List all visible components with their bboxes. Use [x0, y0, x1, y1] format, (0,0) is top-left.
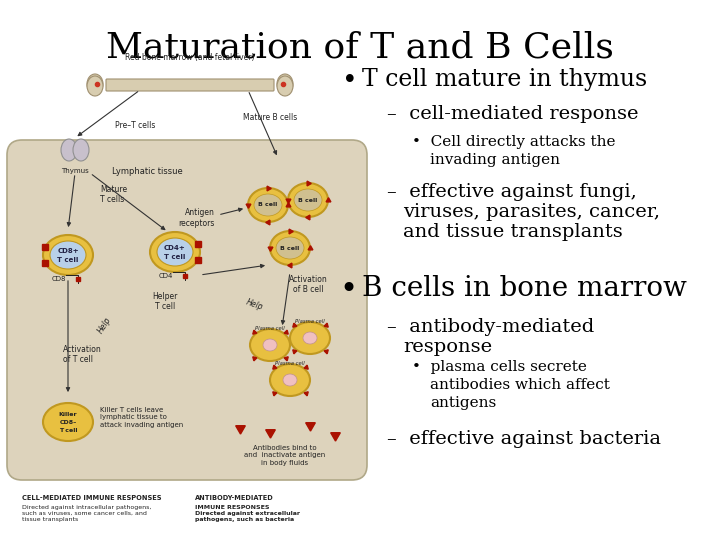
Ellipse shape [61, 139, 77, 161]
Text: antigens: antigens [430, 396, 496, 410]
Ellipse shape [73, 139, 89, 161]
Text: Maturation of T and B Cells: Maturation of T and B Cells [106, 30, 614, 64]
Text: Activation
of T cell: Activation of T cell [63, 345, 102, 364]
Text: Thymus: Thymus [61, 168, 89, 174]
Text: B cells in bone marrow: B cells in bone marrow [362, 275, 687, 302]
Text: Directed against intracellular pathogens,
such as viruses, some cancer cells, an: Directed against intracellular pathogens… [22, 505, 151, 522]
Ellipse shape [276, 237, 304, 259]
Text: B cell: B cell [280, 246, 300, 251]
Ellipse shape [248, 188, 288, 222]
Ellipse shape [277, 76, 293, 96]
Text: invading antigen: invading antigen [430, 153, 560, 167]
Text: •  plasma cells secrete: • plasma cells secrete [412, 360, 587, 374]
Text: •: • [343, 68, 358, 93]
Ellipse shape [87, 76, 103, 96]
Text: Help: Help [96, 315, 114, 335]
Text: Mature
T cells: Mature T cells [100, 185, 127, 205]
Text: Mature B cells: Mature B cells [243, 113, 297, 123]
Text: Antigen
receptors: Antigen receptors [179, 208, 215, 228]
Text: Plasma cell: Plasma cell [255, 326, 285, 331]
Text: ANTIBODY-MEDIATED: ANTIBODY-MEDIATED [195, 495, 274, 501]
Text: CD4+: CD4+ [164, 245, 186, 251]
Ellipse shape [250, 329, 290, 361]
Ellipse shape [157, 238, 193, 266]
Ellipse shape [263, 339, 277, 351]
Text: T cell: T cell [58, 257, 78, 263]
Ellipse shape [294, 189, 322, 211]
Text: CD8–: CD8– [59, 420, 76, 424]
Text: •  Cell directly attacks the: • Cell directly attacks the [412, 135, 616, 149]
Text: response: response [403, 338, 492, 356]
Text: –  cell-mediated response: – cell-mediated response [387, 105, 639, 123]
Text: and tissue transplants: and tissue transplants [403, 223, 623, 241]
Ellipse shape [254, 194, 282, 216]
Ellipse shape [270, 231, 310, 265]
Ellipse shape [150, 232, 200, 272]
Ellipse shape [43, 235, 93, 275]
Text: CD8: CD8 [52, 276, 66, 282]
Ellipse shape [270, 364, 310, 396]
Ellipse shape [87, 74, 103, 94]
Text: Plasma cell: Plasma cell [275, 361, 305, 366]
Ellipse shape [277, 74, 293, 94]
Text: Helper
T cell: Helper T cell [153, 292, 178, 312]
Text: IMMUNE RESPONSES
Directed against extracellular
pathogens, such as bacteria: IMMUNE RESPONSES Directed against extrac… [195, 505, 300, 522]
Text: B cell: B cell [258, 202, 278, 207]
Text: B cell: B cell [298, 198, 318, 202]
Ellipse shape [50, 241, 86, 269]
Text: Lymphatic tissue: Lymphatic tissue [112, 167, 183, 176]
Text: CD8+: CD8+ [57, 248, 78, 254]
FancyBboxPatch shape [7, 140, 367, 480]
Text: CD4: CD4 [158, 273, 173, 279]
Text: T cell: T cell [59, 428, 77, 433]
Ellipse shape [303, 332, 317, 344]
Ellipse shape [283, 374, 297, 386]
Text: Red bone marrow (and fetal liver): Red bone marrow (and fetal liver) [125, 53, 255, 62]
Text: Pre–T cells: Pre–T cells [115, 120, 156, 130]
Text: Activation
of B cell: Activation of B cell [289, 275, 328, 294]
Text: –  antibody-mediated: – antibody-mediated [387, 318, 594, 336]
Text: antibodies which affect: antibodies which affect [430, 378, 610, 392]
Text: Killer: Killer [59, 411, 77, 416]
Text: Plasma cell: Plasma cell [295, 319, 325, 324]
Ellipse shape [290, 322, 330, 354]
Ellipse shape [43, 403, 93, 441]
Text: T cell mature in thymus: T cell mature in thymus [362, 68, 647, 91]
Ellipse shape [288, 183, 328, 217]
Text: Help: Help [246, 298, 265, 312]
Text: viruses, parasites, cancer,: viruses, parasites, cancer, [403, 203, 660, 221]
Text: Antibodies bind to
and  inactivate antigen
in body fluids: Antibodies bind to and inactivate antige… [244, 445, 325, 466]
Text: –  effective against bacteria: – effective against bacteria [387, 430, 661, 448]
Text: Killer T cells leave
lymphatic tissue to
attack invading antigen: Killer T cells leave lymphatic tissue to… [100, 407, 184, 428]
FancyBboxPatch shape [106, 79, 274, 91]
Text: T cell: T cell [164, 254, 186, 260]
Text: –  effective against fungi,: – effective against fungi, [387, 183, 636, 201]
Text: CELL-MEDIATED IMMUNE RESPONSES: CELL-MEDIATED IMMUNE RESPONSES [22, 495, 161, 501]
Text: •: • [340, 275, 358, 306]
